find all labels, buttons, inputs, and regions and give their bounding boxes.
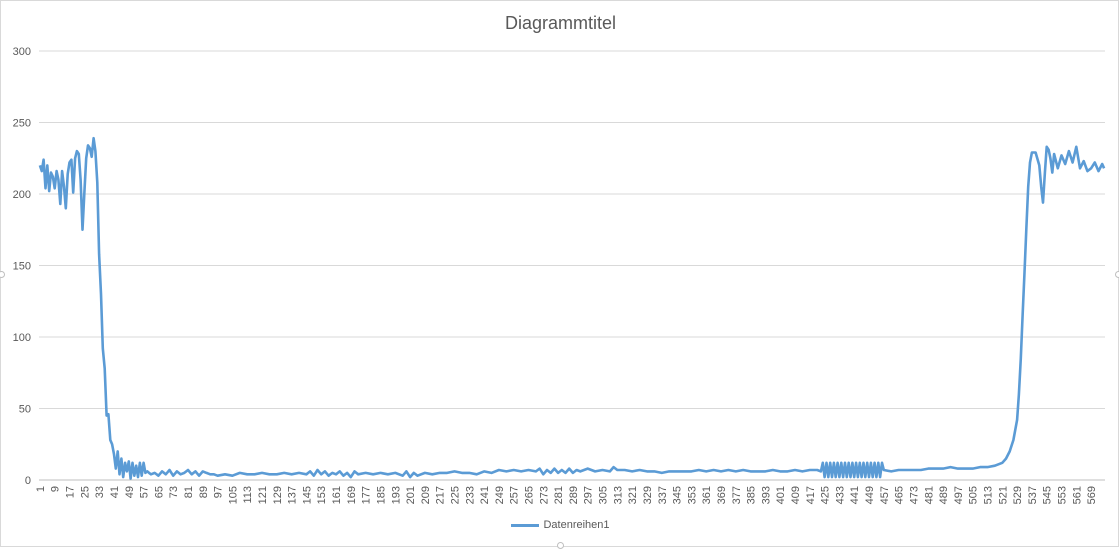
x-tick-label: 217 xyxy=(435,486,447,504)
gridlines xyxy=(39,50,1105,481)
series-line[interactable] xyxy=(38,136,1106,480)
x-tick-label: 193 xyxy=(390,486,402,504)
x-tick-label: 281 xyxy=(553,486,565,504)
x-tick-label: 65 xyxy=(153,486,165,498)
x-tick-label: 137 xyxy=(287,486,299,504)
x-tick-label: 1 xyxy=(35,486,47,492)
y-tick-label: 250 xyxy=(13,118,31,130)
x-tick-label: 17 xyxy=(65,486,77,498)
x-tick-label: 289 xyxy=(568,486,580,504)
x-tick-label: 177 xyxy=(361,486,373,504)
resize-handle-right[interactable] xyxy=(1115,271,1119,278)
x-tick-label: 377 xyxy=(731,486,743,504)
x-tick-label: 321 xyxy=(627,486,639,504)
x-tick-label: 361 xyxy=(701,486,713,504)
x-axis-ticks: 1 9 17 25 33 41 49 57 65 73 81 89 97 105 113 121 129 137 1… xyxy=(35,486,1098,504)
x-tick-label: 481 xyxy=(923,486,935,504)
x-tick-label: 489 xyxy=(938,486,950,504)
y-tick-label: 150 xyxy=(13,261,31,273)
x-tick-label: 409 xyxy=(790,486,802,504)
x-tick-label: 257 xyxy=(509,486,521,504)
y-tick-label: 0 xyxy=(25,475,31,487)
x-tick-label: 529 xyxy=(1012,486,1024,504)
x-tick-label: 505 xyxy=(968,486,980,504)
x-tick-label: 369 xyxy=(716,486,728,504)
x-tick-label: 145 xyxy=(301,486,313,504)
x-tick-label: 153 xyxy=(316,486,328,504)
x-tick-label: 233 xyxy=(464,486,476,504)
x-tick-label: 89 xyxy=(198,486,210,498)
x-tick-label: 425 xyxy=(820,486,832,504)
y-tick-label: 100 xyxy=(13,332,31,344)
series-layer xyxy=(38,136,1106,480)
x-tick-label: 417 xyxy=(805,486,817,504)
chart-title: Diagrammtitel xyxy=(504,13,617,33)
x-tick-label: 249 xyxy=(494,486,506,504)
x-tick-label: 537 xyxy=(1027,486,1039,504)
x-tick-label: 273 xyxy=(538,486,550,504)
x-tick-label: 169 xyxy=(346,486,358,504)
x-tick-label: 329 xyxy=(642,486,654,504)
resize-handle-left[interactable] xyxy=(0,271,5,278)
x-tick-label: 129 xyxy=(272,486,284,504)
x-tick-label: 521 xyxy=(997,486,1009,504)
x-tick-label: 9 xyxy=(50,486,62,492)
x-tick-label: 465 xyxy=(894,486,906,504)
x-tick-label: 81 xyxy=(183,486,195,498)
legend: Datenreihen1 xyxy=(1,519,1119,531)
y-axis-ticks: 0 50 100 150 200 250 300 xyxy=(13,46,31,487)
y-tick-label: 200 xyxy=(13,189,31,201)
x-tick-label: 241 xyxy=(479,486,491,504)
x-tick-label: 497 xyxy=(953,486,965,504)
x-tick-label: 569 xyxy=(1086,486,1098,504)
x-tick-label: 25 xyxy=(79,486,91,498)
x-tick-label: 385 xyxy=(746,486,758,504)
x-tick-label: 161 xyxy=(331,486,343,504)
x-tick-label: 105 xyxy=(227,486,239,504)
x-tick-label: 185 xyxy=(375,486,387,504)
y-tick-label: 300 xyxy=(13,46,31,58)
legend-label: Datenreihen1 xyxy=(543,519,610,531)
resize-handle-bottom[interactable] xyxy=(557,542,564,549)
x-tick-label: 201 xyxy=(405,486,417,504)
x-tick-label: 73 xyxy=(168,486,180,498)
x-tick-label: 433 xyxy=(834,486,846,504)
x-tick-label: 305 xyxy=(598,486,610,504)
x-tick-label: 297 xyxy=(583,486,595,504)
x-tick-label: 33 xyxy=(94,486,106,498)
x-tick-label: 545 xyxy=(1042,486,1054,504)
x-tick-label: 337 xyxy=(657,486,669,504)
x-tick-label: 313 xyxy=(612,486,624,504)
x-tick-label: 113 xyxy=(242,486,254,504)
x-tick-label: 209 xyxy=(420,486,432,504)
x-tick-label: 449 xyxy=(864,486,876,504)
x-tick-label: 265 xyxy=(524,486,536,504)
x-tick-label: 441 xyxy=(849,486,861,504)
x-tick-label: 345 xyxy=(672,486,684,504)
x-tick-label: 49 xyxy=(124,486,136,498)
x-tick-label: 513 xyxy=(982,486,994,504)
x-tick-label: 41 xyxy=(109,486,121,498)
x-tick-label: 401 xyxy=(775,486,787,504)
x-tick-label: 457 xyxy=(879,486,891,504)
x-tick-label: 553 xyxy=(1057,486,1069,504)
x-tick-label: 97 xyxy=(213,486,225,498)
x-tick-label: 393 xyxy=(760,486,772,504)
x-tick-label: 225 xyxy=(449,486,461,504)
x-tick-label: 121 xyxy=(257,486,269,504)
x-tick-label: 353 xyxy=(686,486,698,504)
x-tick-label: 57 xyxy=(139,486,151,498)
y-tick-label: 50 xyxy=(19,404,31,416)
legend-swatch xyxy=(511,523,540,527)
x-tick-label: 473 xyxy=(908,486,920,504)
x-tick-label: 561 xyxy=(1071,486,1083,504)
